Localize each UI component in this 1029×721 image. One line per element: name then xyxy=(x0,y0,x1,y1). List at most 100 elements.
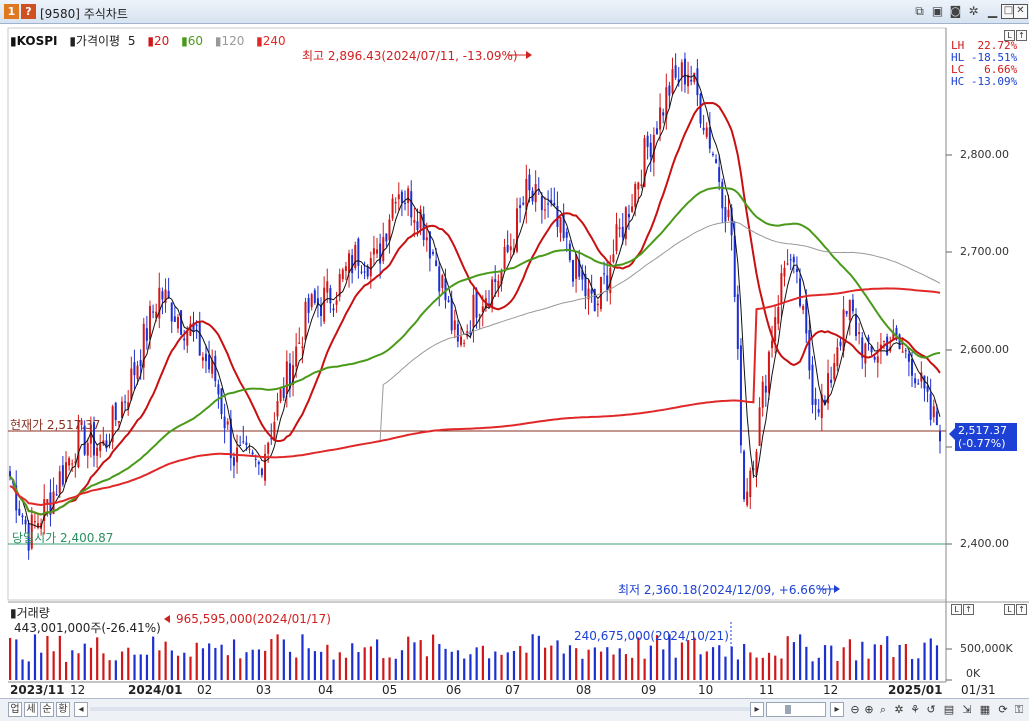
candle-body xyxy=(767,351,770,393)
candle-body xyxy=(24,519,27,525)
panel-close-icon[interactable]: ↑ xyxy=(1016,30,1027,41)
volume-bar xyxy=(15,639,18,680)
candle-body xyxy=(186,330,189,346)
ma-line-5 xyxy=(9,74,941,528)
ma20-legend[interactable]: ▮20 xyxy=(147,34,170,48)
candle-body xyxy=(907,353,910,362)
volume-bar xyxy=(52,651,55,680)
minimize-icon[interactable]: ▁ xyxy=(987,4,998,18)
close-icon[interactable]: ✕ xyxy=(1013,4,1028,19)
candle-body xyxy=(624,207,627,240)
candle-body xyxy=(422,213,425,240)
undo-icon[interactable]: ↺ xyxy=(926,703,936,716)
ma120-legend[interactable]: ▮120 xyxy=(214,34,245,48)
zoom-out-icon[interactable]: ⊖ xyxy=(850,703,860,716)
candle-body xyxy=(743,451,746,500)
scroll-end-icon[interactable]: ▸ xyxy=(830,702,844,717)
zoom-in-icon[interactable]: ⊕ xyxy=(864,703,874,716)
zoom-slider-thumb[interactable] xyxy=(785,705,791,714)
x-label: 04 xyxy=(318,683,334,697)
current-price-box: 2,517.37 (-0.77%) xyxy=(955,423,1017,451)
volume-bar xyxy=(96,637,99,680)
candle-body xyxy=(901,351,904,353)
candle-body xyxy=(214,355,217,382)
tab-se[interactable]: 세 xyxy=(24,702,38,717)
x-label: 03 xyxy=(256,683,272,697)
volume-bar xyxy=(674,657,677,680)
grid-icon[interactable]: ▦ xyxy=(979,703,991,716)
volume-bar xyxy=(257,649,261,680)
volume-panel-menu-icon[interactable]: ↑ xyxy=(963,604,974,615)
volume-bar xyxy=(64,661,68,680)
candle-body xyxy=(898,334,901,349)
panel-lock-icon[interactable]: L xyxy=(1004,30,1015,41)
ma240-legend[interactable]: ▮240 xyxy=(256,34,286,48)
candle-body xyxy=(111,406,114,443)
zoom-slider[interactable] xyxy=(766,702,826,717)
volume-bar xyxy=(232,639,236,680)
scroll-right-icon[interactable]: ▸ xyxy=(750,702,764,717)
pin-icon[interactable]: ⧉ xyxy=(915,4,924,18)
volume-bar xyxy=(89,647,93,680)
tool-icon[interactable]: ⚘ xyxy=(910,703,920,716)
candle-body xyxy=(808,330,811,371)
lock-icon[interactable]: ⚿ xyxy=(1014,703,1024,716)
window-icon[interactable]: ▣ xyxy=(931,4,944,18)
candle-body xyxy=(596,303,599,306)
candle-body xyxy=(789,259,792,261)
print-icon[interactable]: ▤ xyxy=(943,703,955,716)
volume-panel-icon[interactable]: L xyxy=(1004,604,1015,615)
settings-icon[interactable]: ✲ xyxy=(894,703,904,716)
ma60-legend[interactable]: ▮60 xyxy=(181,34,203,48)
stat-lh: LH 22.72% xyxy=(951,39,1018,52)
volume-bar xyxy=(27,661,30,680)
candle-body xyxy=(133,362,136,376)
candle-body xyxy=(152,311,155,313)
volume-bar xyxy=(562,653,565,680)
window-title: [9580] 주식차트 xyxy=(40,7,128,21)
tab-hwang[interactable]: 황 xyxy=(56,702,70,717)
status-bar: 업 세 순 황 ◂ ▸ ▸ ⊖ ⊕ ⌕ ✲ ⚘ ↺ ▤ ⇲ ▦ ⟳ ⚿ xyxy=(0,698,1029,721)
ma5-label: 5 xyxy=(127,34,136,48)
window-number-badge[interactable]: 1 xyxy=(4,4,19,19)
candle-body xyxy=(316,298,319,306)
gear-icon[interactable]: ✲ xyxy=(968,4,979,18)
symbol-label[interactable]: ▮KOSPI xyxy=(10,34,58,48)
export-icon[interactable]: ⇲ xyxy=(962,703,972,716)
candle-body xyxy=(799,278,802,307)
candle-body xyxy=(802,306,805,310)
tab-up[interactable]: 업 xyxy=(8,702,22,717)
volume-panel-close-icon[interactable]: ↑ xyxy=(1016,604,1027,615)
volume-bar xyxy=(774,655,777,680)
volume-bar xyxy=(618,648,621,680)
indicator-label[interactable]: ▮가격이평 5 xyxy=(69,34,136,48)
candle-body xyxy=(55,494,58,496)
volume-bar xyxy=(668,634,671,680)
candle-body xyxy=(394,202,397,204)
tab-sun[interactable]: 순 xyxy=(40,702,54,717)
candle-body xyxy=(27,523,30,551)
candle-body xyxy=(755,451,758,476)
refresh-icon[interactable]: ⟳ xyxy=(998,703,1008,716)
candle-body xyxy=(145,328,148,341)
help-badge[interactable]: ? xyxy=(21,4,36,19)
volume-bar xyxy=(288,651,292,680)
candle-body xyxy=(400,191,403,203)
candle-body xyxy=(428,231,431,259)
candle-body xyxy=(827,373,830,404)
volume-panel-lock-icon[interactable]: L xyxy=(951,604,962,615)
volume-bar xyxy=(904,644,907,680)
scroll-track[interactable] xyxy=(90,707,750,711)
scroll-left-icon[interactable]: ◂ xyxy=(74,702,88,717)
camera-icon[interactable]: ◙ xyxy=(949,4,962,18)
candle-body xyxy=(404,202,407,204)
candle-body xyxy=(780,273,783,303)
volume-bar xyxy=(705,651,708,680)
candle-body xyxy=(211,359,214,374)
candle-body xyxy=(416,221,419,230)
search-icon[interactable]: ⌕ xyxy=(879,703,887,716)
indicator-legend[interactable]: ▮KOSPI ▮가격이평 5 ▮20 ▮60 ▮120 ▮240 xyxy=(10,32,294,49)
volume-bar xyxy=(413,642,416,680)
candle-body xyxy=(575,254,578,279)
